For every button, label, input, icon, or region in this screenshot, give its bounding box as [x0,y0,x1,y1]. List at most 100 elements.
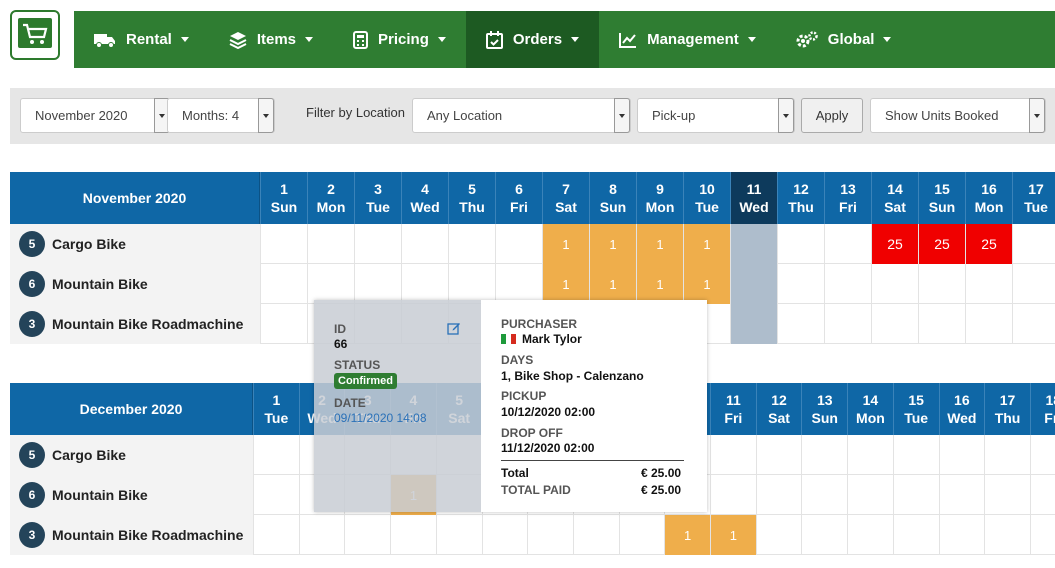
calendar-cell[interactable] [984,435,1030,475]
calendar-cell[interactable] [1012,304,1055,344]
calendar-cell[interactable] [801,435,847,475]
booking-cell[interactable]: 1 [589,224,636,264]
booking-cell[interactable]: 1 [683,224,730,264]
booking-cell[interactable]: 25 [871,224,918,264]
chevron-down-icon[interactable] [778,98,794,133]
calendar-cell[interactable] [918,304,965,344]
booking-cell[interactable]: 1 [683,264,730,304]
calendar-cell[interactable] [965,264,1012,304]
calendar-cell[interactable] [824,304,871,344]
order-date-link[interactable]: 09/11/2020 14:08 [334,411,427,425]
edit-icon[interactable] [447,321,461,340]
calendar-cell[interactable] [527,515,573,555]
calendar-cell[interactable] [710,435,756,475]
nav-orders[interactable]: Orders [465,11,600,68]
calendar-cell[interactable] [448,264,495,304]
calendar-cell[interactable] [1012,224,1055,264]
calendar-cell[interactable] [777,304,824,344]
apply-button[interactable]: Apply [801,98,863,133]
calendar-cell[interactable] [253,435,299,475]
chevron-down-icon[interactable] [258,98,274,133]
calendar-cell[interactable] [777,264,824,304]
calendar-cell[interactable] [824,264,871,304]
calendar-cell[interactable] [847,515,893,555]
nav-global[interactable]: Global [776,11,912,68]
booking-cell[interactable]: 25 [965,224,1012,264]
calendar-cell[interactable] [892,435,939,475]
units-select[interactable]: Show Units Booked [870,98,1046,133]
calendar-cell[interactable] [307,264,354,304]
nav-management[interactable]: Management [599,11,776,68]
calendar-cell[interactable] [892,515,939,555]
calendar-cell[interactable] [253,475,299,515]
nav-items[interactable]: Items [209,11,333,68]
calendar-cell[interactable] [730,264,777,304]
location-select[interactable]: Any Location [412,98,631,133]
calendar-cell[interactable] [390,515,436,555]
calendar-cell[interactable] [401,264,448,304]
calendar-cell[interactable] [984,475,1030,515]
booking-cell[interactable]: 1 [636,264,683,304]
calendar-cell[interactable] [755,475,802,515]
item-label[interactable]: 5 Cargo Bike [10,224,260,264]
calendar-cell[interactable] [253,515,299,555]
calendar-cell[interactable] [298,515,345,555]
calendar-cell[interactable] [1029,435,1055,475]
chevron-down-icon[interactable] [1029,98,1045,133]
calendar-cell[interactable] [871,304,918,344]
booking-cell[interactable]: 1 [589,264,636,304]
calendar-cell[interactable] [481,515,528,555]
calendar-cell[interactable] [710,475,756,515]
calendar-cell[interactable] [755,435,802,475]
calendar-cell[interactable] [730,224,777,264]
calendar-cell[interactable] [965,304,1012,344]
calendar-cell[interactable] [1029,475,1055,515]
calendar-cell[interactable] [824,224,871,264]
booking-cell[interactable]: 1 [710,515,756,555]
calendar-cell[interactable] [1012,264,1055,304]
calendar-cell[interactable] [777,224,824,264]
booking-cell[interactable]: 1 [542,224,589,264]
calendar-cell[interactable] [730,304,777,344]
nav-rental[interactable]: Rental [74,11,209,68]
calendar-cell[interactable] [307,224,354,264]
app-logo[interactable] [10,10,60,60]
calendar-cell[interactable] [495,264,542,304]
item-label[interactable]: 6 Mountain Bike [10,475,253,515]
calendar-cell[interactable] [755,515,802,555]
calendar-cell[interactable] [495,224,542,264]
booking-cell[interactable]: 1 [542,264,589,304]
nav-pricing[interactable]: Pricing [333,11,466,68]
item-label[interactable]: 5 Cargo Bike [10,435,253,475]
calendar-cell[interactable] [401,224,448,264]
calendar-cell[interactable] [892,475,939,515]
booking-cell[interactable]: 1 [664,515,710,555]
calendar-cell[interactable] [344,515,390,555]
item-label[interactable]: 3 Mountain Bike Roadmachine [10,515,253,555]
calendar-cell[interactable] [918,264,965,304]
calendar-cell[interactable] [938,435,985,475]
chevron-down-icon[interactable] [614,98,630,133]
calendar-cell[interactable] [847,435,893,475]
calendar-cell[interactable] [801,475,847,515]
calendar-cell[interactable] [354,264,401,304]
calendar-cell[interactable] [354,224,401,264]
calendar-cell[interactable] [307,304,354,344]
calendar-cell[interactable] [847,475,893,515]
month-select[interactable]: November 2020 [20,98,171,133]
calendar-cell[interactable] [938,515,985,555]
booking-cell[interactable]: 25 [918,224,965,264]
calendar-cell[interactable] [938,475,985,515]
calendar-cell[interactable] [260,224,307,264]
calendar-cell[interactable] [260,304,307,344]
calendar-cell[interactable] [984,515,1030,555]
pickup-select[interactable]: Pick-up [637,98,795,133]
calendar-cell[interactable] [871,264,918,304]
calendar-cell[interactable] [298,475,345,515]
calendar-cell[interactable] [572,515,619,555]
calendar-cell[interactable] [448,224,495,264]
calendar-cell[interactable] [1029,515,1055,555]
calendar-cell[interactable] [801,515,847,555]
calendar-cell[interactable] [435,515,482,555]
calendar-cell[interactable] [298,435,345,475]
